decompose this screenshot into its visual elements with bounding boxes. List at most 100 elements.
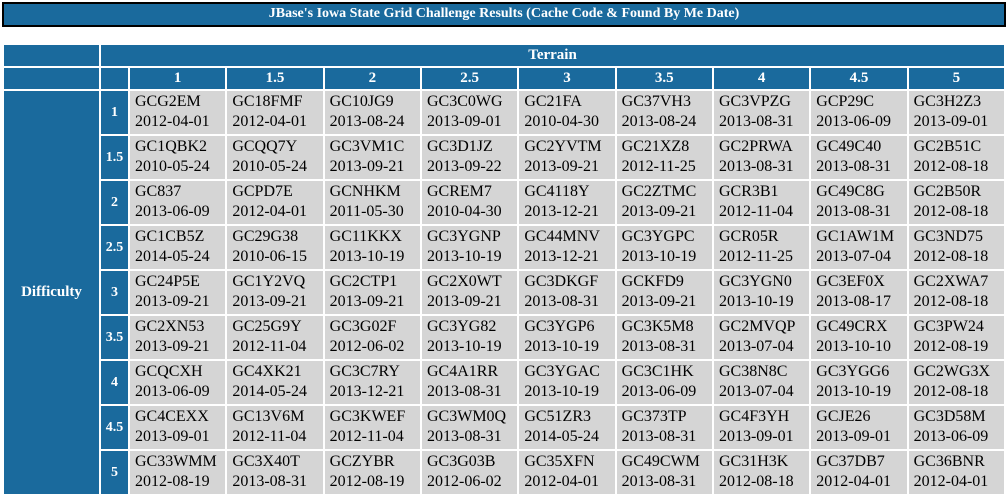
grid-cell: GC4118Y 2013-12-21 [519, 181, 615, 224]
cache-code: GCNHKM [329, 183, 401, 200]
terrain-col-header: 2 [324, 68, 420, 89]
found-date: 2013-10-19 [621, 248, 697, 265]
cache-code: GC3G03B [426, 453, 496, 470]
found-date: 2013-09-21 [329, 158, 405, 175]
grid-cell: GC51ZR3 2014-05-24 [519, 406, 615, 449]
terrain-label-row: Terrain [4, 45, 1004, 66]
grid-cell: GC2PRWA 2013-08-31 [713, 136, 810, 179]
cache-code: GC21FA [524, 93, 582, 110]
found-date: 2010-05-24 [135, 158, 210, 175]
cache-code: GC11KKX [329, 228, 402, 245]
found-date: 2014-05-24 [135, 248, 210, 265]
grid-cell: GC37VH3 2013-08-24 [616, 91, 712, 134]
grid-cell: GC2ZTMC 2013-09-21 [616, 181, 712, 224]
found-date: 2013-10-19 [718, 293, 794, 310]
grid-cell: GC49C40 2013-08-31 [811, 136, 907, 179]
table-row: 1.5 GC1QBK2 2010-05-24 GCQQ7Y 2010-05-24 GC3V… [4, 136, 1004, 179]
found-date: 2013-10-19 [816, 383, 891, 400]
found-date: 2012-04-01 [913, 473, 989, 490]
found-date: 2013-09-01 [135, 428, 210, 445]
cache-code: GC3YGPC [621, 228, 695, 245]
found-date: 2012-08-18 [913, 383, 989, 400]
terrain-col-header: 4 [713, 68, 810, 89]
cache-code: GC4F3YH [718, 408, 790, 425]
cache-code: GC18FMF [232, 93, 303, 110]
cache-code: GC2XWA7 [913, 273, 989, 290]
found-date: 2012-08-19 [913, 338, 989, 355]
grid-cell: GC3G02F 2012-06-02 [324, 316, 420, 359]
found-date: 2013-10-19 [524, 338, 599, 355]
grid-cell: GC3DKGF 2013-08-31 [519, 271, 615, 314]
cache-code: GC35XFN [524, 453, 595, 470]
cache-code: GC37VH3 [621, 93, 691, 110]
cache-code: GC49CWM [621, 453, 700, 470]
found-date: 2012-11-04 [232, 338, 307, 355]
cache-code: GC36BNR [913, 453, 985, 470]
terrain-axis-label: Terrain [101, 45, 1004, 66]
found-date: 2012-06-02 [426, 473, 502, 490]
cache-code: GC3YGNP [426, 228, 501, 245]
found-date: 2013-08-31 [232, 473, 307, 490]
found-date: 2013-09-01 [426, 113, 502, 130]
found-date: 2013-10-19 [426, 248, 502, 265]
found-date: 2012-11-25 [621, 158, 696, 175]
cache-code: GC33WMM [135, 453, 217, 470]
found-date: 2012-04-01 [135, 113, 210, 130]
cache-code: GC2ZTMC [621, 183, 697, 200]
table-row: 3.5 GC2XN53 2013-09-21 GC25G9Y 2012-11-04 GC3… [4, 316, 1004, 359]
found-date: 2013-10-19 [426, 338, 502, 355]
found-date: 2011-05-30 [329, 203, 404, 220]
grid-cell: GC3VPZG 2013-08-31 [713, 91, 810, 134]
grid-cell: GCQCXH 2013-06-09 [130, 361, 226, 404]
cache-code: GC2B50R [913, 183, 982, 200]
grid-cell: GC49C8G 2013-08-31 [811, 181, 907, 224]
found-date: 2013-09-21 [621, 203, 697, 220]
grid-cell: GC2CTP1 2013-09-21 [324, 271, 420, 314]
found-date: 2012-11-04 [329, 428, 404, 445]
table-row: 5 GC33WMM 2012-08-19 GC3X40T 2013-08-31 GCZYB… [4, 451, 1004, 494]
grid-cell: GCG2EM 2012-04-01 [130, 91, 226, 134]
cache-code: GC49C8G [816, 183, 885, 200]
cache-code: GC2WG3X [913, 363, 991, 380]
grid-cell: GC2B50R 2012-08-18 [908, 181, 1004, 224]
terrain-col-header: 5 [908, 68, 1004, 89]
found-date: 2013-08-31 [621, 338, 697, 355]
found-date: 2013-07-04 [816, 248, 891, 265]
grid-cell: GC3D1JZ 2013-09-22 [421, 136, 518, 179]
grid-table: Terrain 1 1.5 2 2.5 3 3.5 4 4.5 5 Difficulty 1 GCG… [2, 43, 1006, 496]
cache-code: GC44MNV [524, 228, 600, 245]
grid-cell: GC3KWEF 2012-11-04 [324, 406, 420, 449]
cache-code: GCQQ7Y [232, 138, 298, 155]
cache-code: GCREM7 [426, 183, 492, 200]
cache-code: GC4A1RR [426, 363, 499, 380]
grid-cell: GC35XFN 2012-04-01 [519, 451, 615, 494]
grid-cell: GC3EF0X 2013-08-17 [811, 271, 907, 314]
found-date: 2012-08-18 [913, 203, 989, 220]
found-date: 2013-09-22 [426, 158, 502, 175]
grid-cell: GC38N8C 2013-07-04 [713, 361, 810, 404]
cache-code: GC3ND75 [913, 228, 983, 245]
terrain-col-header: 3 [519, 68, 615, 89]
grid-cell: GCZYBR 2012-08-19 [324, 451, 420, 494]
grid-cell: GC13V6M 2012-11-04 [227, 406, 323, 449]
grid-cell: GC11KKX 2013-10-19 [324, 226, 420, 269]
grid-cell: GC4CEXX 2013-09-01 [130, 406, 226, 449]
grid-cell: GC24P5E 2013-09-21 [130, 271, 226, 314]
grid-cell: GC3C0WG 2013-09-01 [421, 91, 518, 134]
cache-code: GC3VPZG [718, 93, 791, 110]
cache-code: GC4XK21 [232, 363, 302, 380]
grid-cell: GC29G38 2010-06-15 [227, 226, 323, 269]
cache-code: GC1CB5Z [135, 228, 205, 245]
grid-cell: GC2WG3X 2012-08-18 [908, 361, 1004, 404]
found-date: 2013-07-04 [718, 383, 794, 400]
grid-cell: GC4F3YH 2013-09-01 [713, 406, 810, 449]
grid-cell: GC2XWA7 2012-08-18 [908, 271, 1004, 314]
cache-code: GC3YGN0 [718, 273, 792, 290]
grid-cell: GC3YGN0 2013-10-19 [713, 271, 810, 314]
found-date: 2012-08-18 [913, 248, 989, 265]
table-row: 4 GCQCXH 2013-06-09 GC4XK21 2014-05-24 GC3C7R… [4, 361, 1004, 404]
grid-cell: GC18FMF 2012-04-01 [227, 91, 323, 134]
terrain-col-header: 1 [130, 68, 226, 89]
table-row: 2 GC837 2013-06-09 GCPD7E 2012-04-01 GCNHKM 20… [4, 181, 1004, 224]
found-date: 2013-06-09 [135, 383, 210, 400]
